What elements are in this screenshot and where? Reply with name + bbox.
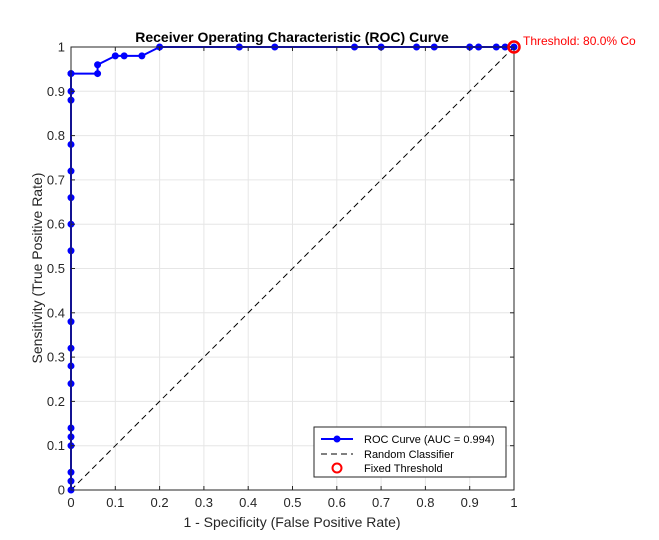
x-tick-label: 0.8 bbox=[416, 495, 434, 510]
legend: ROC Curve (AUC = 0.994) Random Classifie… bbox=[313, 426, 507, 478]
fixed-threshold-point bbox=[507, 40, 521, 54]
y-tick-label: 0.2 bbox=[47, 394, 65, 409]
x-tick-label: 0.3 bbox=[195, 495, 213, 510]
legend-random-label: Random Classifier bbox=[364, 449, 454, 461]
x-tick-label: 0.4 bbox=[239, 495, 257, 510]
x-tick-label: 1 bbox=[510, 495, 517, 510]
y-tick-label: 0.8 bbox=[47, 128, 65, 143]
y-tick-label: 0.4 bbox=[47, 305, 65, 320]
roc-point bbox=[94, 70, 102, 78]
legend-box bbox=[313, 426, 507, 478]
threshold-annotation: Threshold: 80.0% Co bbox=[523, 34, 636, 48]
grid-lines bbox=[71, 47, 514, 490]
roc-point bbox=[94, 61, 102, 69]
x-tick-label: 0 bbox=[67, 495, 74, 510]
axis-ticks: 0 0.1 0.2 0.3 0.4 0.5 0.6 0.7 0.8 0.9 1 0 0.1 0.2 0.3 0… bbox=[47, 40, 518, 511]
y-axis-title: Sensitivity (True Positive Rate) bbox=[29, 173, 45, 364]
roc-point bbox=[120, 52, 128, 60]
legend-threshold-label: Fixed Threshold bbox=[364, 463, 443, 475]
legend-threshold-marker bbox=[331, 462, 343, 474]
roc-point bbox=[138, 52, 146, 60]
x-tick-label: 0.7 bbox=[372, 495, 390, 510]
y-tick-label: 0.9 bbox=[47, 84, 65, 99]
y-tick-label: 0.5 bbox=[47, 261, 65, 276]
random-classifier-series bbox=[70, 46, 515, 491]
y-tick-label: 0.3 bbox=[47, 350, 65, 365]
x-tick-label: 0.5 bbox=[283, 495, 301, 510]
x-axis-title: 1 - Specificity (False Positive Rate) bbox=[183, 514, 400, 530]
x-tick-label: 0.6 bbox=[328, 495, 346, 510]
y-tick-label: 1 bbox=[58, 40, 65, 55]
random-classifier-line bbox=[70, 46, 515, 491]
x-tick-label: 0.1 bbox=[106, 495, 124, 510]
legend-roc-marker bbox=[333, 435, 341, 443]
x-tick-label: 0.2 bbox=[151, 495, 169, 510]
y-tick-label: 0 bbox=[58, 483, 65, 498]
chart-title: Receiver Operating Characteristic (ROC) … bbox=[135, 29, 449, 45]
legend-roc-label: ROC Curve (AUC = 0.994) bbox=[364, 434, 495, 446]
roc-point bbox=[111, 52, 119, 60]
x-tick-label: 0.9 bbox=[461, 495, 479, 510]
y-tick-label: 0.6 bbox=[47, 217, 65, 232]
y-tick-label: 0.1 bbox=[47, 438, 65, 453]
y-tick-label: 0.7 bbox=[47, 172, 65, 187]
fixed-threshold-series bbox=[507, 40, 521, 54]
